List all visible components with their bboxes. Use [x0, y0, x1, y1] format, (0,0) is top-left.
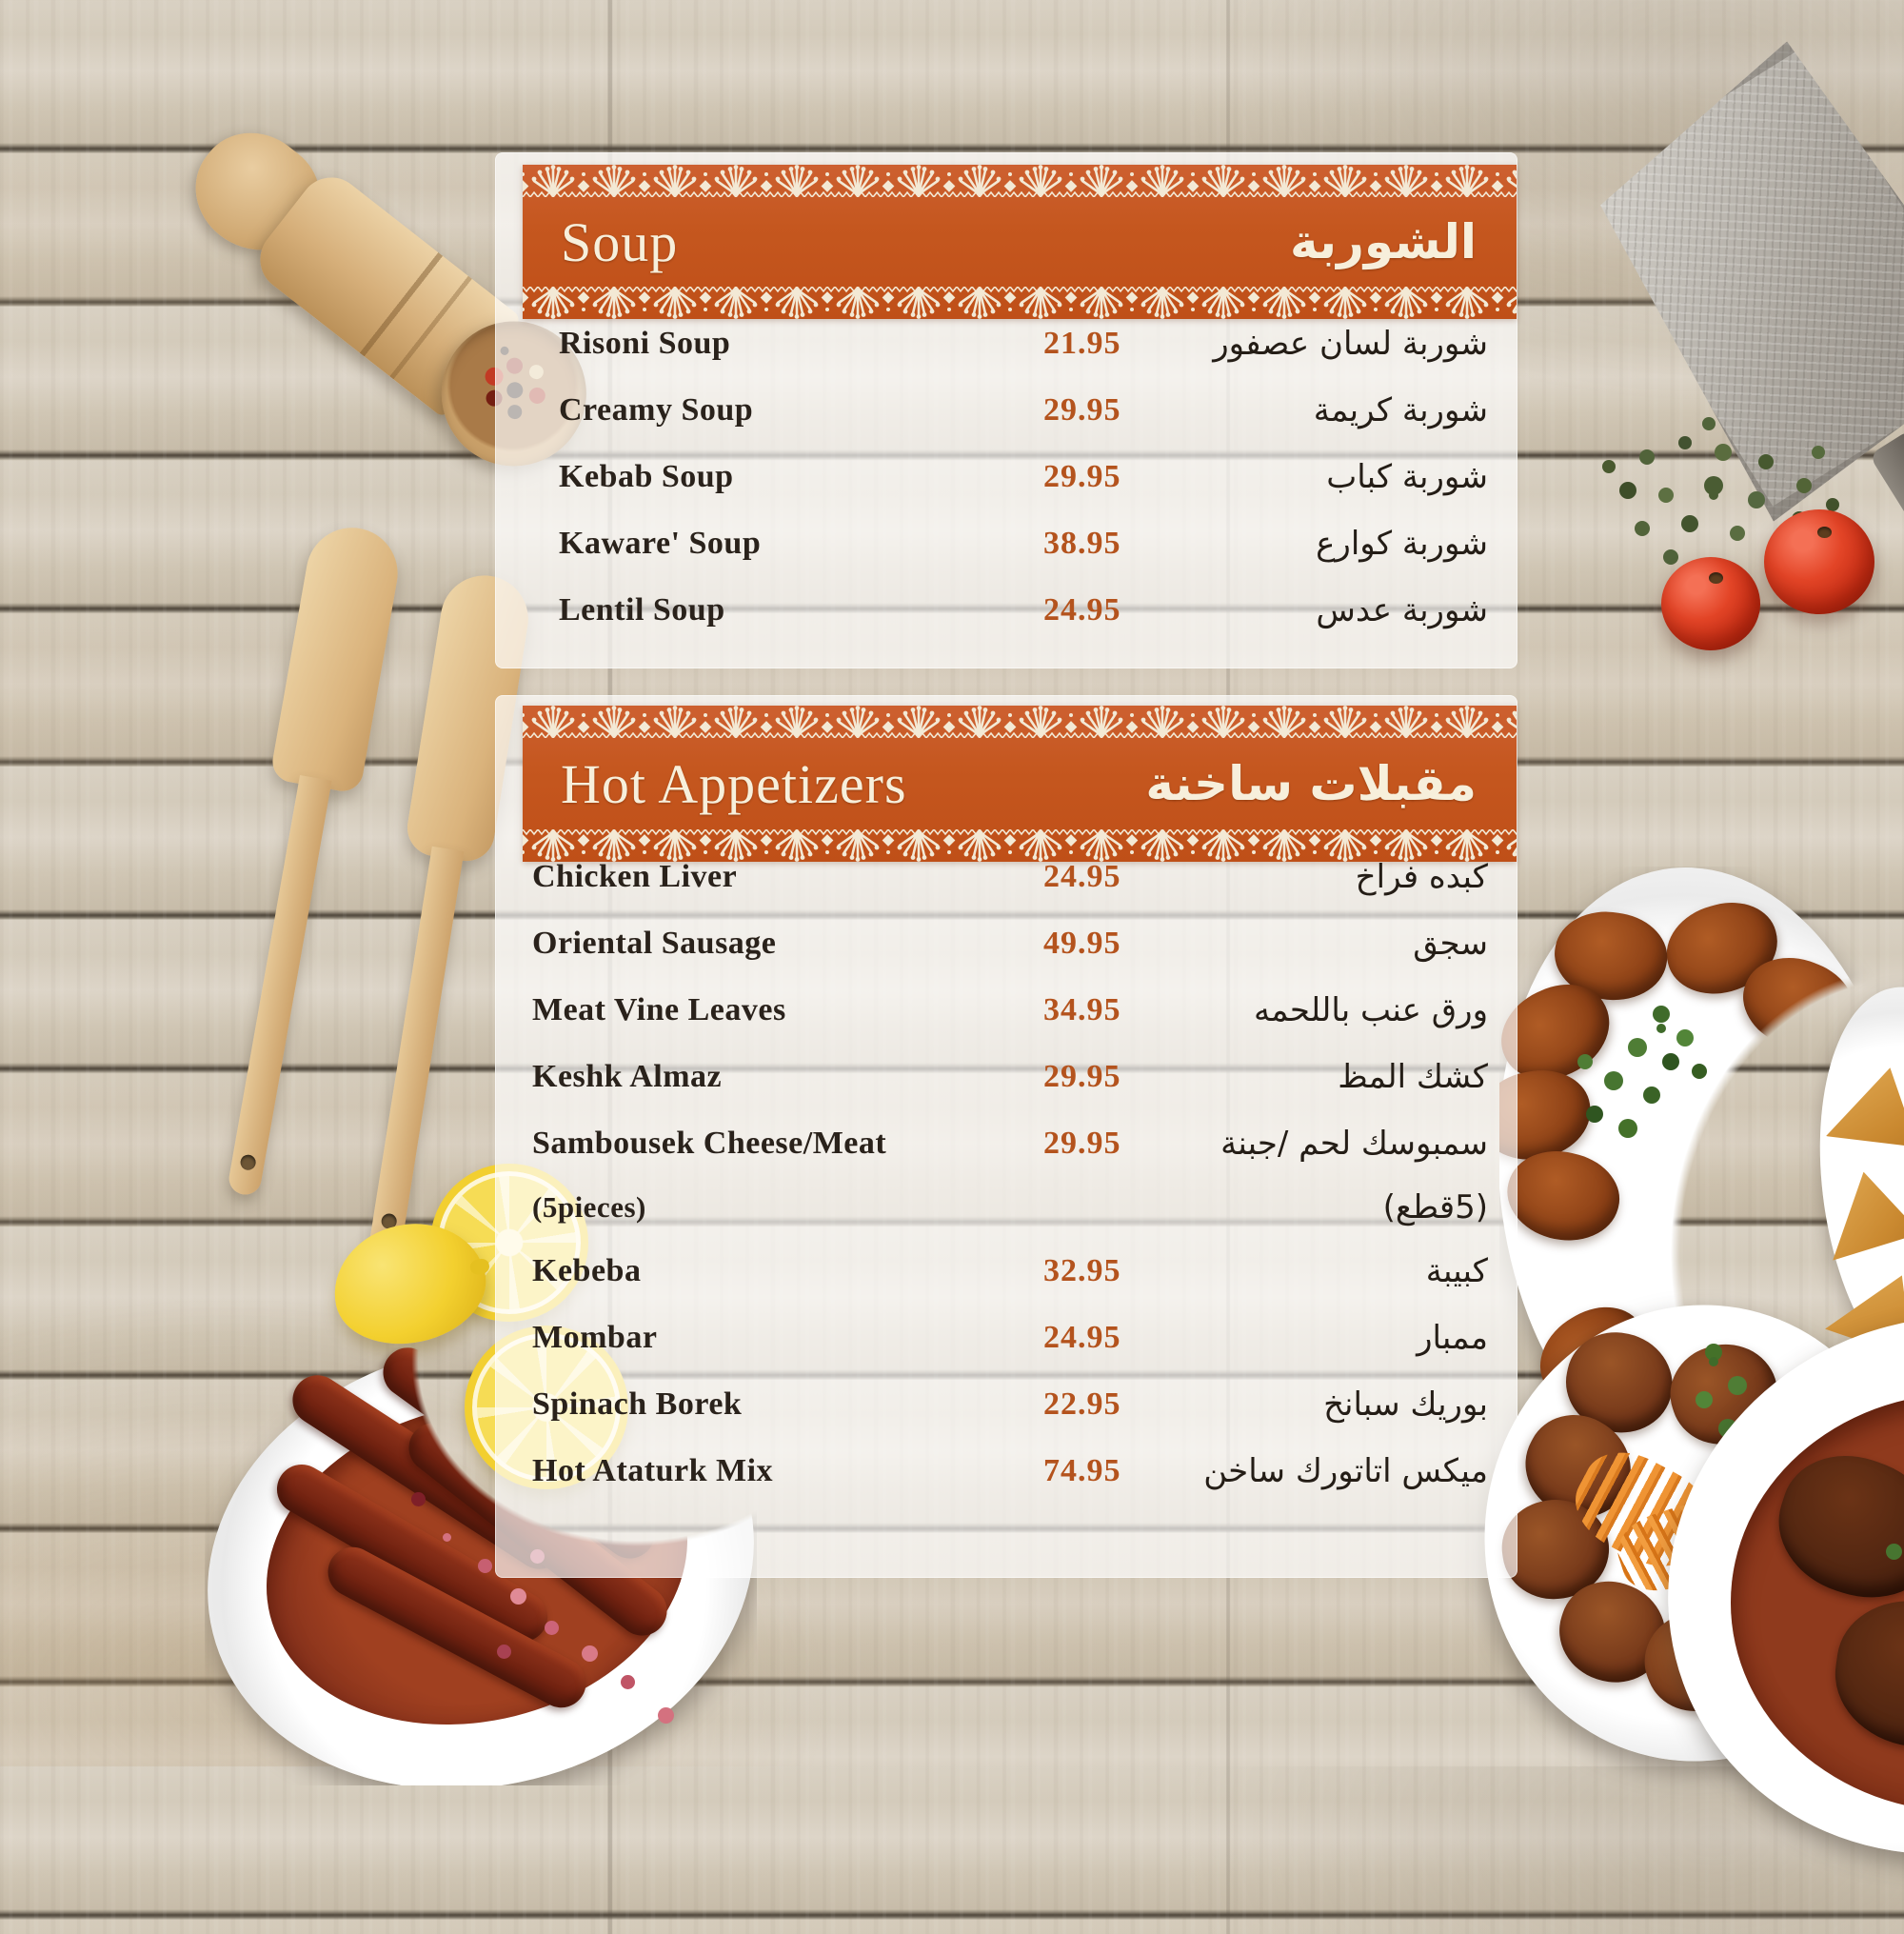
soup-title-ar: الشوربة	[1290, 214, 1477, 269]
item-name-ar: شوربة كريمة	[1314, 391, 1488, 429]
item-name-ar: كبيبة	[1426, 1252, 1488, 1290]
item-note-en: (5pieces)	[532, 1190, 646, 1225]
item-price: 34.95	[1043, 992, 1121, 1028]
hot-appetizers-header-row: Hot Appetizers مقبلات ساخنة	[523, 738, 1517, 829]
menu-item-row: Kaware' Soup 38.95 شوربة كوارع	[496, 510, 1517, 577]
hot-appetizers-items-list: Chicken Liver 24.95 كبده فراخ Oriental S…	[496, 844, 1517, 1505]
item-name-en: Hot Ataturk Mix	[532, 1453, 773, 1489]
item-price: 29.95	[1043, 1059, 1121, 1095]
item-price: 24.95	[1043, 859, 1121, 895]
menu-item-row: Oriental Sausage 49.95 سجق	[496, 910, 1517, 977]
item-name-en: Risoni Soup	[559, 326, 730, 362]
item-name-en: Oriental Sausage	[532, 926, 776, 962]
item-price: 29.95	[1043, 459, 1121, 495]
lace-border-top	[523, 706, 1517, 738]
item-name-en: Kebab Soup	[559, 459, 734, 495]
tomato-image	[1764, 509, 1874, 614]
item-name-ar: سمبوسك لحم /جبنة	[1220, 1125, 1488, 1163]
menu-item-row: Hot Ataturk Mix 74.95 ميكس اتاتورك ساخن	[496, 1438, 1517, 1505]
item-name-ar: بوريك سبانخ	[1323, 1386, 1488, 1424]
soup-header-band: Soup الشوربة	[523, 165, 1517, 319]
menu-item-row: Kebeba 32.95 كبيبة	[496, 1238, 1517, 1305]
menu-item-row: Risoni Soup 21.95 شوربة لسان عصفور	[496, 310, 1517, 377]
menu-item-row: Spinach Borek 22.95 بوريك سبانخ	[496, 1371, 1517, 1438]
item-name-en: Kaware' Soup	[559, 526, 761, 562]
item-name-en: Meat Vine Leaves	[532, 992, 786, 1028]
tomato-stem	[1709, 572, 1723, 584]
item-price: 22.95	[1043, 1386, 1121, 1423]
item-name-ar: شوربة كوارع	[1316, 525, 1488, 563]
item-name-en: Spinach Borek	[532, 1386, 742, 1423]
item-name-en: Keshk Almaz	[532, 1059, 722, 1095]
tomato-stem	[1817, 527, 1832, 538]
menu-item-row: Meat Vine Leaves 34.95 ورق عنب باللحمه	[496, 977, 1517, 1044]
menu-item-row: Chicken Liver 24.95 كبده فراخ	[496, 844, 1517, 910]
item-price: 38.95	[1043, 526, 1121, 562]
item-price: 29.95	[1043, 1126, 1121, 1162]
spatula-blade	[269, 521, 405, 794]
item-name-ar: سجق	[1413, 925, 1488, 963]
tomato-image	[1661, 557, 1760, 650]
herb-sprigs	[1709, 490, 1718, 500]
soup-menu-panel: Soup الشوربة	[495, 152, 1517, 668]
item-name-ar: شوربة لسان عصفور	[1213, 325, 1488, 363]
item-name-ar: ورق عنب باللحمه	[1254, 991, 1488, 1029]
menu-item-row: Sambousek Cheese/Meat 29.95 سمبوسك لحم /…	[496, 1110, 1517, 1177]
item-price: 49.95	[1043, 926, 1121, 962]
hot-appetizers-header-band: Hot Appetizers مقبلات ساخنة	[523, 706, 1517, 862]
item-name-ar: كبده فراخ	[1356, 858, 1488, 896]
item-name-en: Creamy Soup	[559, 392, 753, 429]
parsley-garnish	[1656, 1024, 1666, 1033]
menu-item-row: Keshk Almaz 29.95 كشك المظ	[496, 1044, 1517, 1110]
item-name-ar: كشك المظ	[1338, 1058, 1488, 1096]
item-name-en: Sambousek Cheese/Meat	[532, 1126, 886, 1162]
item-name-en: Chicken Liver	[532, 859, 737, 895]
spatula-handle	[227, 775, 332, 1197]
item-name-en: Kebeba	[532, 1253, 641, 1289]
hot-appetizers-title-en: Hot Appetizers	[561, 752, 907, 816]
menu-item-row: Kebab Soup 29.95 شوربة كباب	[496, 444, 1517, 510]
item-price: 74.95	[1043, 1453, 1121, 1489]
soup-items-list: Risoni Soup 21.95 شوربة لسان عصفور Cream…	[496, 310, 1517, 644]
menu-item-row: Mombar 24.95 ممبار	[496, 1305, 1517, 1371]
item-name-en: Lentil Soup	[559, 592, 725, 628]
item-price: 24.95	[1043, 1320, 1121, 1356]
soup-header-row: Soup الشوربة	[523, 197, 1517, 287]
item-price: 29.95	[1043, 392, 1121, 429]
soup-title-en: Soup	[561, 210, 678, 274]
item-name-ar: شوربة عدس	[1316, 591, 1488, 629]
menu-poster: { "menu": { "sections": [ { "id": "soup"…	[0, 0, 1904, 1766]
pink-peppercorns	[443, 1533, 451, 1542]
item-price: 24.95	[1043, 592, 1121, 628]
hot-appetizers-title-ar: مقبلات ساخنة	[1145, 756, 1477, 811]
item-name-en: Mombar	[532, 1320, 657, 1356]
menu-item-note-row: (5pieces) (5قطع)	[496, 1177, 1517, 1238]
item-price: 32.95	[1043, 1253, 1121, 1289]
item-price: 21.95	[1043, 326, 1121, 362]
meat-stew-bowl-image	[1666, 1319, 1904, 1852]
item-note-ar: (5قطع)	[1383, 1188, 1488, 1226]
lace-border-top	[523, 165, 1517, 197]
menu-item-row: Creamy Soup 29.95 شوربة كريمة	[496, 377, 1517, 444]
item-name-ar: شوربة كباب	[1326, 458, 1488, 496]
item-name-ar: ممبار	[1417, 1319, 1488, 1357]
menu-item-row: Lentil Soup 24.95 شوربة عدس	[496, 577, 1517, 644]
item-name-ar: ميكس اتاتورك ساخن	[1203, 1452, 1488, 1490]
hot-appetizers-menu-panel: Hot Appetizers مقبلات ساخنة	[495, 695, 1517, 1578]
